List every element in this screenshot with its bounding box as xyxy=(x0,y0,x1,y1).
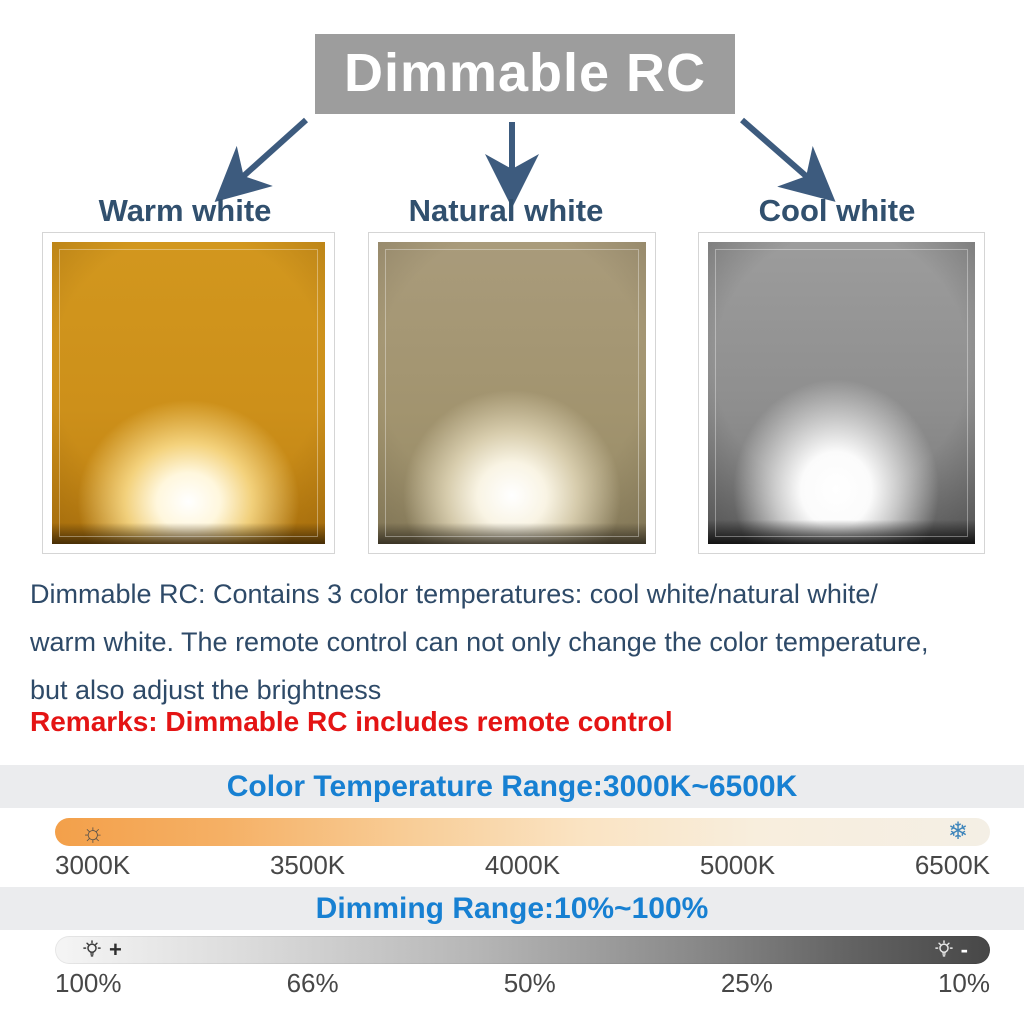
natural-white-photo xyxy=(368,232,656,554)
dimming-gradient-bar: + - xyxy=(55,936,990,964)
panel-inner-frame xyxy=(715,249,968,537)
bulb-plus-icon: + xyxy=(81,939,122,961)
temperature-tick-labels: 3000K 3500K 4000K 5000K 6500K xyxy=(55,850,990,881)
page-title: Dimmable RC xyxy=(343,43,707,103)
bulb-icon xyxy=(934,940,953,957)
minus-sign: - xyxy=(960,937,968,962)
sun-icon: ☼ xyxy=(81,817,105,847)
tick-100pct: 100% xyxy=(55,968,122,998)
warm-white-light-image xyxy=(52,242,325,544)
snowflake-icon: ❄ xyxy=(947,818,968,845)
color-temperature-heading: Color Temperature Range:3000K~6500K xyxy=(0,765,1024,808)
arrow-warm xyxy=(214,117,309,203)
tick-3500k: 3500K xyxy=(269,850,346,880)
connector-arrows xyxy=(214,117,836,208)
cool-white-photo xyxy=(698,232,985,554)
tick-66pct: 66% xyxy=(286,968,339,998)
cool-white-light-image xyxy=(708,242,975,544)
tick-25pct: 25% xyxy=(720,968,773,998)
description-text: Dimmable RC: Contains 3 color temperatur… xyxy=(30,570,1010,714)
natural-white-light-image xyxy=(378,242,646,544)
tick-3000k: 3000K xyxy=(55,850,131,880)
panel-inner-frame xyxy=(59,249,318,537)
panel-inner-frame xyxy=(385,249,639,537)
title-banner: Dimmable RC xyxy=(315,34,735,114)
bulb-minus-icon: - xyxy=(933,939,968,961)
dimming-range-heading: Dimming Range:10%~100% xyxy=(0,887,1024,930)
remarks-text: Remarks: Dimmable RC includes remote con… xyxy=(30,706,673,737)
color-temperature-gradient-bar: ☼ ❄ xyxy=(55,818,990,846)
color-temperature-heading-text: Color Temperature Range:3000K~6500K xyxy=(226,770,798,803)
warm-white-photo xyxy=(42,232,335,554)
dimming-tick-labels: 100% 66% 50% 25% 10% xyxy=(55,968,990,999)
plus-sign: + xyxy=(109,937,122,962)
description-line-3: but also adjust the brightness xyxy=(30,675,382,705)
tick-6500k: 6500K xyxy=(914,850,990,880)
dimming-range-heading-text: Dimming Range:10%~100% xyxy=(315,892,709,925)
label-warm-white: Warm white xyxy=(98,193,272,228)
tick-4000k: 4000K xyxy=(484,850,561,880)
arrow-cool xyxy=(740,117,836,202)
label-natural-white: Natural white xyxy=(408,193,604,228)
label-cool-white: Cool white xyxy=(758,193,916,228)
description-line-2: warm white. The remote control can not o… xyxy=(30,627,929,657)
tick-5000k: 5000K xyxy=(699,850,776,880)
description-line-1: Dimmable RC: Contains 3 color temperatur… xyxy=(30,579,878,609)
tick-10pct: 10% xyxy=(937,968,990,998)
tick-50pct: 50% xyxy=(503,968,556,998)
bulb-icon xyxy=(83,940,101,957)
